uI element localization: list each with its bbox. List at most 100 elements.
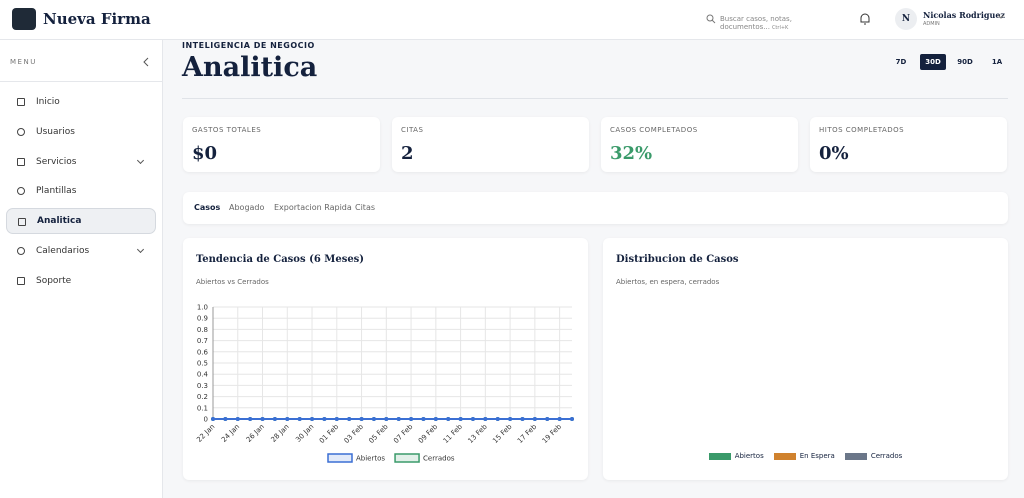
point — [322, 417, 327, 421]
tab[interactable]: Casos — [194, 203, 221, 212]
menu-item[interactable]: Calendarios — [6, 238, 156, 264]
x-tick-label: 13 Feb — [466, 422, 489, 445]
x-tick-label: 11 Feb — [442, 422, 465, 445]
range-button[interactable]: 30D — [920, 54, 946, 70]
kpi-card: CASOS COMPLETADOS 32% — [601, 117, 798, 172]
point — [545, 417, 550, 421]
chart-subtitle: Abiertos vs Cerrados — [196, 278, 269, 286]
point — [211, 417, 215, 421]
chevron — [136, 156, 145, 164]
y-tick-label: 1.0 — [197, 304, 208, 312]
legend-item: Abiertos — [708, 452, 764, 460]
avatar[interactable]: N — [895, 8, 917, 30]
kpi-value: 0% — [819, 143, 849, 164]
point — [310, 417, 315, 421]
menu-icon — [17, 127, 25, 136]
legend-label: Cerrados — [423, 455, 455, 463]
point — [570, 417, 574, 421]
divider — [0, 81, 163, 82]
point — [272, 417, 277, 421]
point — [508, 417, 513, 421]
x-tick-label: 15 Feb — [491, 422, 514, 445]
y-tick-label: 0.8 — [197, 326, 208, 334]
legend-swatch — [773, 452, 796, 460]
point — [248, 417, 253, 421]
divider — [182, 98, 1008, 99]
point — [260, 417, 265, 421]
legend-swatch — [327, 453, 353, 463]
point — [223, 417, 228, 421]
y-tick-label: 0.9 — [197, 315, 208, 323]
menu-item[interactable]: Servicios — [6, 149, 156, 175]
user-role: ADMIN — [923, 21, 940, 27]
search[interactable]: Buscar casos, notas, documentos... Ctrl+K — [700, 9, 850, 31]
search-icon — [706, 14, 716, 24]
range-button[interactable]: 7D — [895, 58, 907, 66]
menu-item[interactable]: Soporte — [6, 268, 156, 294]
legend-label: Abiertos — [734, 452, 764, 460]
point — [495, 417, 500, 421]
point — [433, 417, 438, 421]
point — [371, 417, 376, 421]
shortcut: Ctrl+K — [771, 25, 789, 31]
kpi-value: $0 — [192, 143, 218, 164]
card-title: Distribucion de Casos — [616, 254, 739, 265]
kpi-label: GASTOS TOTALES — [192, 126, 262, 134]
range-button[interactable]: 1A — [991, 58, 1003, 66]
point — [458, 417, 463, 421]
collapse-icon[interactable] — [142, 57, 150, 67]
range-button[interactable]: 90D — [957, 58, 973, 66]
menu-icon — [17, 247, 25, 255]
x-tick-label: 01 Feb — [318, 422, 341, 445]
y-tick-label: 0.3 — [197, 382, 208, 390]
y-tick-label: 0.5 — [197, 360, 208, 368]
legend-label: Cerrados — [870, 452, 903, 460]
menu-item[interactable]: Plantillas — [6, 178, 156, 204]
menu-item[interactable]: Usuarios — [6, 119, 156, 145]
point — [235, 417, 240, 421]
x-tick-label: 09 Feb — [417, 422, 440, 445]
page-title: Analitica — [182, 52, 318, 83]
x-tick-label: 26 Jan — [245, 423, 266, 444]
menu-icon — [17, 187, 25, 196]
kpi-label: HITOS COMPLETADOS — [819, 126, 905, 134]
kpi-value: 32% — [610, 143, 653, 164]
point — [347, 417, 352, 421]
tab[interactable]: Abogado — [229, 203, 265, 212]
menu-icon — [17, 157, 25, 166]
menu-item[interactable]: Analitica — [6, 208, 156, 235]
y-tick-label: 0.4 — [197, 371, 209, 379]
point — [421, 417, 426, 421]
menu-item[interactable]: Inicio — [6, 89, 156, 115]
x-tick-label: 19 Feb — [541, 422, 564, 445]
kpi-value: 2 — [401, 143, 414, 164]
kpi-card: GASTOS TOTALES $0 — [183, 117, 380, 172]
point — [470, 417, 475, 421]
point — [557, 417, 562, 421]
bell-icon[interactable] — [859, 12, 871, 26]
legend: Abiertos En Espera Cerrados — [603, 452, 1008, 460]
point — [409, 417, 414, 421]
logo — [12, 8, 36, 30]
menu-icon — [17, 276, 25, 285]
point — [520, 417, 525, 421]
eyebrow: INTELIGENCIA DE NEGOCIO — [182, 41, 315, 50]
point — [285, 417, 290, 421]
search-placeholder: Buscar casos, notas, documentos... — [720, 15, 792, 31]
x-tick-label: 05 Feb — [367, 422, 390, 445]
trend-card: Tendencia de Casos (6 Meses) Abiertos vs… — [183, 238, 588, 480]
x-tick-label: 17 Feb — [516, 422, 539, 445]
header: Nueva Firma Buscar casos, notas, documen… — [0, 0, 1024, 40]
tab[interactable]: Exportacion Rapida — [274, 203, 352, 212]
menu-icon — [18, 218, 26, 227]
user-name: Nicolas Rodriguez — [923, 10, 1005, 20]
kpi-label: CASOS COMPLETADOS — [610, 126, 698, 134]
legend-label: En Espera — [799, 452, 835, 460]
chart-title: Tendencia de Casos (6 Meses) — [196, 254, 365, 265]
legend-swatch — [844, 452, 867, 460]
point — [384, 417, 389, 421]
point — [446, 417, 451, 421]
tab[interactable]: Citas — [355, 203, 376, 212]
kpi-label: CITAS — [401, 126, 424, 134]
